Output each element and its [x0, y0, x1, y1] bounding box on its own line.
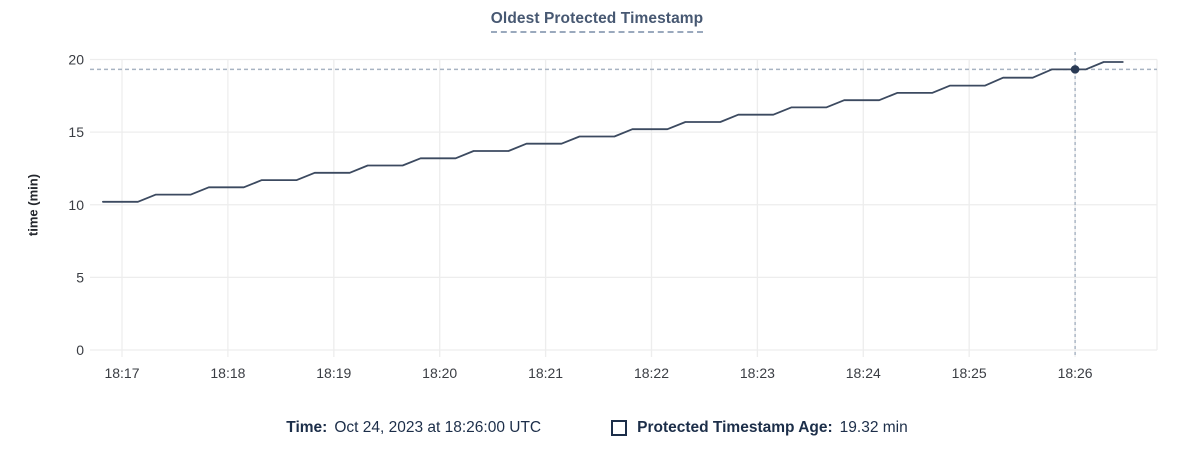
x-axis-tick-label: 18:24	[846, 365, 881, 381]
crosshair-time-readout: Time: Oct 24, 2023 at 18:26:00 UTC	[286, 419, 541, 437]
series-value: 19.32 min	[839, 419, 908, 436]
y-axis-tick-label: 0	[76, 342, 84, 358]
series-label: Protected Timestamp Age:	[637, 419, 833, 436]
time-value: Oct 24, 2023 at 18:26:00 UTC	[334, 419, 542, 436]
chart-title[interactable]: Oldest Protected Timestamp	[490, 10, 704, 33]
x-axis-tick-label: 18:25	[952, 365, 987, 381]
legend-checkbox-icon[interactable]	[611, 420, 628, 436]
x-axis-tick-label: 18:22	[634, 365, 669, 381]
crosshair-point-dot	[1070, 65, 1080, 74]
x-axis-tick-label: 18:20	[422, 365, 457, 381]
y-axis-tick-label: 10	[68, 197, 84, 213]
x-axis-tick-label: 18:23	[740, 365, 775, 381]
x-axis-tick-label: 18:19	[316, 365, 351, 381]
legend-bar: Time: Oct 24, 2023 at 18:26:00 UTC Prote…	[0, 419, 1194, 437]
chart-title-wrap: Oldest Protected Timestamp	[0, 10, 1194, 33]
x-axis-tick-label: 18:26	[1058, 365, 1093, 381]
y-axis-label: time (min)	[25, 173, 41, 237]
y-axis-tick-label: 15	[68, 124, 84, 140]
y-axis-tick-label: 20	[68, 52, 84, 68]
y-axis-tick-label: 5	[76, 269, 84, 285]
x-axis-tick-label: 18:21	[528, 365, 563, 381]
series-line-protected-timestamp-age	[102, 61, 1124, 203]
x-axis-tick-label: 18:18	[210, 365, 245, 381]
x-axis-tick-label: 18:17	[104, 365, 139, 381]
legend-item-protected-timestamp-age[interactable]: Protected Timestamp Age: 19.32 min	[611, 419, 908, 437]
time-label: Time:	[286, 419, 328, 436]
